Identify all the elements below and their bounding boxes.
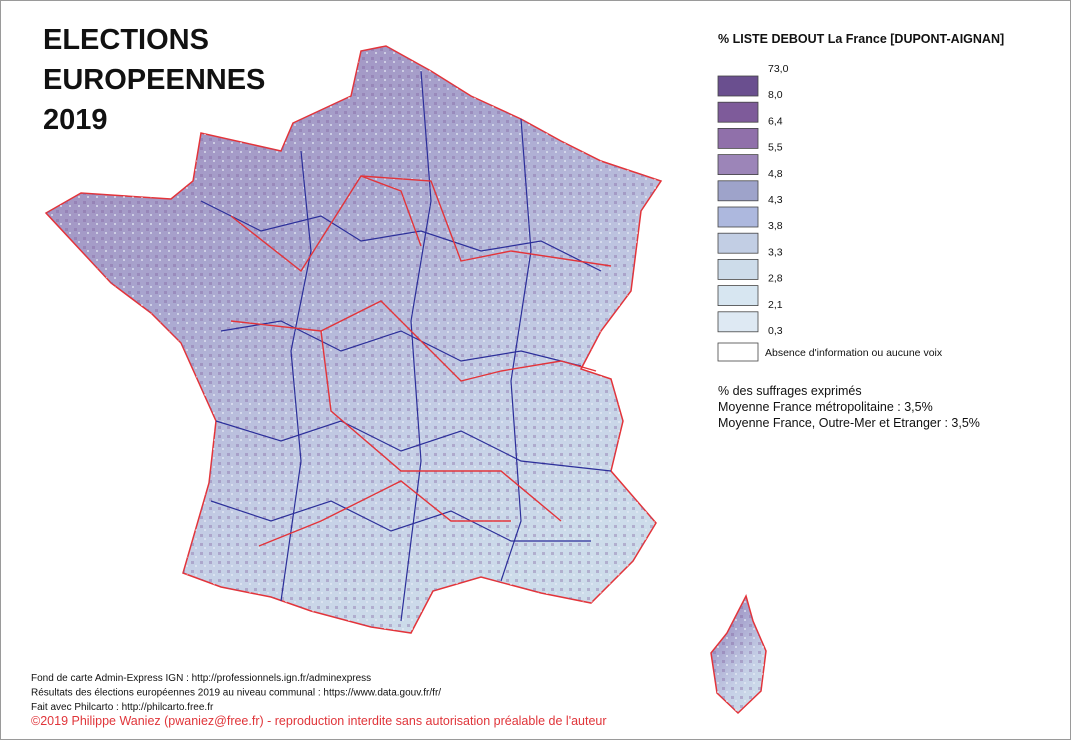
legend-label: Absence d'information ou aucune voix (765, 347, 943, 359)
title-line: 2019 (43, 104, 108, 136)
source: Fait avec Philcarto : http://philcarto.f… (31, 702, 214, 713)
legend-swatch (717, 258, 759, 280)
legend-swatch (717, 206, 759, 228)
legend-label: 4,8 (768, 168, 783, 180)
legend-swatch (717, 180, 759, 202)
border (200, 200, 602, 272)
legend-label: 8,0 (768, 89, 783, 101)
legend-label: 2,1 (768, 299, 783, 311)
legend-label: 4,3 (768, 194, 783, 206)
note: % des suffrages exprimés (718, 384, 862, 398)
legend-label: 73,0 (768, 63, 789, 75)
france-texture (46, 46, 661, 633)
legend-title: % LISTE DEBOUT La France [DUPONT-AIGNAN] (718, 32, 1004, 46)
legend-swatch (717, 311, 759, 333)
legend-label: 5,5 (768, 142, 783, 154)
source: Résultats des élections européennes 2019… (31, 688, 441, 699)
note: Moyenne France métropolitaine : 3,5% (718, 400, 933, 414)
border (280, 150, 312, 602)
notes: % des suffrages exprimés Moyenne France m… (718, 384, 980, 430)
title-line: ELECTIONS (43, 24, 209, 56)
border (215, 420, 612, 472)
legend-swatch (717, 285, 759, 307)
border (220, 320, 582, 367)
legend-label: 2,8 (768, 273, 783, 285)
legend-swatch (717, 75, 759, 97)
department-borders (200, 70, 612, 622)
map (44, 45, 767, 715)
region-border (320, 330, 562, 522)
region-border (258, 480, 511, 547)
legend-swatch (717, 101, 759, 123)
legend-swatch (717, 342, 759, 362)
region-borders (230, 175, 612, 547)
corsica-texture (711, 596, 766, 713)
legend: 73,0 8,0 6,4 5,5 4,8 4,3 3,8 3,3 2,8 2,1 0,3 Absenc… (717, 63, 943, 362)
title-line: EUROPEENNES (43, 64, 265, 96)
legend-label: 6,4 (768, 115, 783, 127)
legend-swatch (717, 232, 759, 254)
border (400, 70, 432, 622)
source: Fond de carte Admin-Express IGN : http:/… (31, 673, 371, 684)
note: Moyenne France, Outre-Mer et Etranger : … (718, 416, 980, 430)
border (500, 118, 532, 582)
title-block: ELECTIONS EUROPEENNES 2019 (43, 24, 265, 136)
sources: Fond de carte Admin-Express IGN : http:/… (31, 673, 441, 713)
border (210, 500, 591, 542)
copyright: ©2019 Philippe Waniez (pwaniez@free.fr) … (31, 714, 607, 728)
legend-label: 0,3 (768, 325, 783, 337)
region-border (360, 175, 422, 247)
legend-label: 3,8 (768, 220, 783, 232)
region-border (230, 175, 612, 273)
legend-swatch (717, 128, 759, 149)
legend-label: 3,3 (768, 246, 783, 258)
legend-swatch (717, 154, 759, 176)
